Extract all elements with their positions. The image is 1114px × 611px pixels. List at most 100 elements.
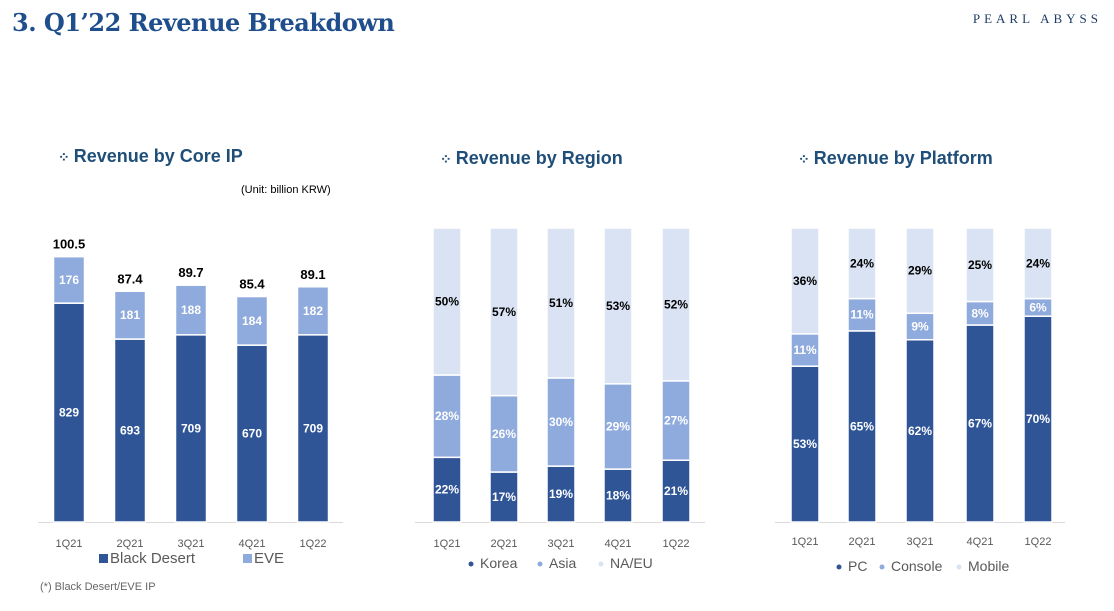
data-label: 29% — [606, 419, 630, 433]
x-tick-label: 1Q21 — [434, 538, 461, 550]
data-label: 17% — [492, 490, 516, 504]
legend-label: PC — [848, 558, 867, 574]
chart-title-region: ⁘ Revenue by Region — [440, 148, 623, 169]
data-label: 27% — [664, 414, 688, 428]
data-label: 30% — [549, 415, 573, 429]
x-tick-label: 4Q21 — [967, 536, 994, 548]
data-label: 19% — [549, 487, 573, 501]
legend-label: EVE — [254, 550, 284, 567]
bar-segment-eve — [235, 295, 269, 346]
data-label: 67% — [968, 417, 992, 431]
data-label: 670 — [242, 427, 262, 441]
data-label: 693 — [120, 424, 140, 438]
bullet-icon: ⁘ — [798, 151, 810, 167]
bar-segment-eve — [174, 284, 208, 336]
total-label: 89.1 — [300, 267, 325, 282]
bar-segment-na-eu — [432, 227, 462, 376]
data-label: 36% — [793, 274, 817, 288]
data-label: 24% — [850, 256, 874, 270]
legend-swatch — [468, 561, 474, 567]
bar-segment-console — [847, 297, 877, 332]
data-label: 9% — [911, 319, 929, 333]
x-tick-label: 3Q21 — [178, 538, 205, 550]
bar-segment-asia — [432, 374, 462, 459]
bar-segment-black-desert — [113, 338, 147, 523]
footnote: (*) Black Desert/EVE IP — [40, 581, 156, 593]
bar-segment-na-eu — [603, 227, 633, 385]
x-tick-label: 2Q21 — [491, 538, 518, 550]
bar-segment-pc — [905, 338, 935, 523]
unit-label: (Unit: billion KRW) — [241, 184, 331, 196]
data-label: 57% — [492, 305, 516, 319]
data-label: 188 — [181, 303, 201, 317]
bar-segment-na-eu — [661, 227, 691, 382]
data-label: 53% — [793, 437, 817, 451]
bar-segment-black-desert — [52, 302, 86, 523]
data-label: 50% — [435, 295, 459, 309]
bar-segment-mobile — [965, 227, 995, 303]
total-label: 85.4 — [239, 277, 265, 292]
chart-title-text: Revenue by Core IP — [73, 146, 243, 166]
x-tick-label: 1Q22 — [663, 538, 690, 550]
x-tick-label: 2Q21 — [849, 536, 876, 548]
bullet-icon: ⁘ — [58, 149, 70, 165]
bar-segment-eve — [296, 286, 330, 336]
data-label: 21% — [664, 484, 688, 498]
bar-segment-eve — [52, 255, 86, 304]
bar-segment-console — [905, 312, 935, 341]
x-tick-label: 4Q21 — [239, 538, 266, 550]
chart-title-text: Revenue by Platform — [813, 148, 993, 168]
data-label: 181 — [120, 308, 140, 322]
x-tick-label: 3Q21 — [548, 538, 575, 550]
bar-segment-asia — [489, 394, 519, 473]
bar-segment-korea — [489, 471, 519, 523]
legend-swatch — [598, 561, 604, 567]
legend-swatch — [836, 564, 842, 570]
data-label: 70% — [1026, 412, 1050, 426]
bar-segment-console — [790, 333, 820, 367]
legend-label: Console — [891, 558, 943, 574]
data-label: 24% — [1026, 256, 1050, 270]
total-label: 100.5 — [53, 237, 86, 252]
bar-segment-black-desert — [174, 334, 208, 523]
legend-swatch — [879, 564, 885, 570]
data-label: 11% — [850, 308, 874, 322]
legend-swatch — [243, 554, 252, 563]
legend-label: Korea — [480, 555, 518, 571]
data-label: 65% — [850, 419, 874, 433]
data-label: 28% — [435, 409, 459, 423]
total-label: 89.7 — [178, 265, 203, 280]
data-label: 176 — [59, 273, 79, 287]
x-tick-label: 3Q21 — [907, 536, 934, 548]
legend-swatch — [956, 564, 962, 570]
x-tick-label: 2Q21 — [117, 538, 144, 550]
data-label: 22% — [435, 483, 459, 497]
data-label: 52% — [664, 297, 688, 311]
data-label: 29% — [908, 264, 932, 278]
data-label: 709 — [181, 421, 201, 435]
bar-segment-pc — [1023, 315, 1053, 523]
x-tick-label: 1Q21 — [792, 536, 819, 548]
total-label: 87.4 — [117, 271, 143, 286]
data-label: 26% — [492, 427, 516, 441]
data-label: 829 — [59, 406, 79, 420]
bar-segment-na-eu — [546, 227, 576, 379]
data-label: 18% — [606, 489, 630, 503]
data-label: 51% — [549, 296, 573, 310]
legend-label: Mobile — [968, 558, 1009, 574]
data-label: 6% — [1029, 300, 1047, 314]
page-title: 3. Q1’22 Revenue Breakdown — [12, 8, 395, 37]
brand-logo: PEARL ABYSS — [972, 11, 1102, 26]
x-tick-label: 4Q21 — [605, 538, 632, 550]
bar-segment-mobile — [905, 227, 935, 315]
data-label: 8% — [971, 306, 989, 320]
bar-segment-na-eu — [489, 227, 519, 397]
bullet-icon: ⁘ — [440, 151, 452, 167]
legend-label: Black Desert — [110, 550, 196, 567]
bar-segment-korea — [546, 465, 576, 523]
data-label: 53% — [606, 299, 630, 313]
x-tick-label: 1Q21 — [56, 538, 83, 550]
bar-segment-mobile — [790, 227, 820, 335]
x-tick-label: 1Q22 — [1025, 536, 1052, 548]
